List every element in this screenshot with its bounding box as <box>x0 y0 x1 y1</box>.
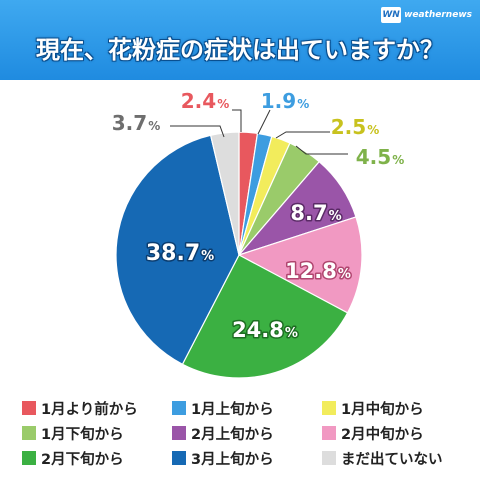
header-banner: WN weathernews 現在、花粉症の症状は出ていますか？ <box>0 0 480 80</box>
slice-value-label: 2.5% <box>331 115 379 139</box>
legend-item: 1月中旬から <box>322 398 472 418</box>
legend-item: 2月中旬から <box>322 423 472 443</box>
slice-labels: 2.4% 1.9% 2.5% 4.5% 8.7% 12.8% 24.8% 38.7% 3.7% <box>110 88 405 344</box>
legend-label: まだ出ていない <box>341 451 443 468</box>
legend-swatch <box>172 426 186 440</box>
legend-label: 1月下旬から <box>41 426 124 443</box>
legend-item: 2月下旬から <box>22 448 172 468</box>
pie-slice-9 <box>209 131 240 256</box>
slice-value-label: 12.8% <box>285 259 351 283</box>
legend-swatch <box>172 451 186 465</box>
slice-value-label: 2.4% <box>181 89 229 113</box>
legend-swatch <box>322 401 336 415</box>
legend-item: 3月上旬から <box>172 448 322 468</box>
leader-line-9 <box>170 125 225 138</box>
legend-swatch <box>22 451 36 465</box>
slice-value-label: 3.7% <box>112 111 160 135</box>
legend-label: 1月中旬から <box>341 401 424 418</box>
legend-item: 1月下旬から <box>22 423 172 443</box>
legend-swatch <box>22 401 36 415</box>
chart-title: 現在、花粉症の症状は出ていますか？ <box>36 36 444 64</box>
pie-chart: 2.4% 1.9% 2.5% 4.5% 8.7% 12.8% 24.8% 38.7% 3.7% <box>110 88 406 379</box>
leader-line-2 <box>257 109 271 135</box>
legend-label: 2月下旬から <box>41 451 124 468</box>
leader-line-3 <box>275 131 330 139</box>
slice-value-label: 24.8% <box>232 318 298 342</box>
brand-name: weathernews <box>404 10 472 20</box>
slice-value-label: 1.9% <box>261 89 309 113</box>
pie-slice-8 <box>115 134 240 366</box>
leader-lines <box>170 109 348 155</box>
legend: 1月より前から 1月上旬から 1月中旬から 1月下旬から 2月上旬から 2月中旬から 2月下… <box>22 398 472 468</box>
legend-swatch <box>322 426 336 440</box>
legend-item: 1月上旬から <box>172 398 322 418</box>
legend-item: 1月より前から <box>22 398 172 418</box>
brand-mark-icon: WN <box>381 7 402 23</box>
legend-label: 1月より前から <box>41 401 138 418</box>
leader-line-4 <box>295 145 348 155</box>
brand-logo: WN weathernews <box>381 6 472 24</box>
legend-label: 1月上旬から <box>191 401 274 418</box>
leader-line-1 <box>232 109 242 132</box>
slice-value-label: 4.5% <box>356 145 404 169</box>
legend-item: まだ出ていない <box>322 448 472 468</box>
legend-swatch <box>322 451 336 465</box>
pie-slice-6 <box>237 216 363 314</box>
legend-label: 2月上旬から <box>191 426 274 443</box>
legend-swatch <box>22 426 36 440</box>
legend-item: 2月上旬から <box>172 423 322 443</box>
legend-swatch <box>172 401 186 415</box>
slice-value-label: 38.7% <box>146 241 214 266</box>
pie-slices <box>115 131 363 379</box>
legend-label: 3月上旬から <box>191 451 274 468</box>
legend-label: 2月中旬から <box>341 426 424 443</box>
slice-value-label: 8.7% <box>290 201 341 225</box>
